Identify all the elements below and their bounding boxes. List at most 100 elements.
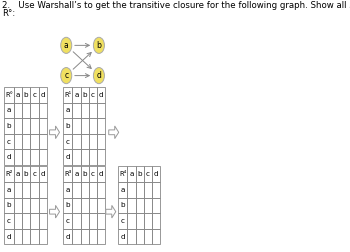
Bar xyxy=(72,166,80,182)
Bar xyxy=(97,166,105,182)
Bar xyxy=(38,229,47,244)
Text: R°:: R°: xyxy=(2,9,15,18)
Text: R°: R° xyxy=(5,92,13,98)
Bar xyxy=(30,103,38,118)
Bar xyxy=(89,103,97,118)
Bar xyxy=(22,149,30,165)
Bar xyxy=(89,182,97,198)
Text: R²: R² xyxy=(5,171,13,177)
Text: b: b xyxy=(120,202,125,208)
Text: d: d xyxy=(99,92,104,98)
Text: b: b xyxy=(65,202,70,208)
Polygon shape xyxy=(50,126,60,139)
Bar xyxy=(118,166,127,182)
Bar xyxy=(22,182,30,198)
Bar xyxy=(80,182,89,198)
Bar xyxy=(22,118,30,134)
Text: b: b xyxy=(24,171,28,177)
Bar xyxy=(4,182,14,198)
Bar xyxy=(89,118,97,134)
Text: c: c xyxy=(146,171,150,177)
Bar xyxy=(14,229,22,244)
Bar xyxy=(63,166,72,182)
Bar xyxy=(4,118,14,134)
Bar xyxy=(14,213,22,229)
Polygon shape xyxy=(50,205,60,218)
Bar xyxy=(80,149,89,165)
Text: a: a xyxy=(120,187,125,193)
Bar xyxy=(63,198,72,213)
Bar xyxy=(127,182,135,198)
Bar xyxy=(14,118,22,134)
Text: c: c xyxy=(91,171,95,177)
Circle shape xyxy=(61,68,72,84)
Bar xyxy=(38,87,47,103)
Bar xyxy=(72,229,80,244)
Text: b: b xyxy=(7,202,11,208)
Bar xyxy=(63,103,72,118)
Bar xyxy=(144,198,152,213)
Bar xyxy=(30,198,38,213)
Bar xyxy=(72,149,80,165)
Bar xyxy=(38,134,47,149)
Bar xyxy=(22,134,30,149)
Bar xyxy=(72,103,80,118)
Text: b: b xyxy=(24,92,28,98)
Text: d: d xyxy=(40,92,45,98)
Bar xyxy=(80,229,89,244)
Bar xyxy=(127,229,135,244)
Text: a: a xyxy=(65,107,70,113)
Text: a: a xyxy=(16,171,20,177)
Bar xyxy=(118,229,127,244)
Text: c: c xyxy=(33,171,36,177)
Bar xyxy=(4,149,14,165)
Bar xyxy=(38,213,47,229)
Bar xyxy=(118,182,127,198)
Polygon shape xyxy=(109,126,119,139)
Text: R³: R³ xyxy=(64,171,71,177)
Text: d: d xyxy=(65,154,70,160)
Bar xyxy=(89,149,97,165)
Bar xyxy=(80,87,89,103)
Text: a: a xyxy=(74,171,78,177)
Text: c: c xyxy=(64,71,68,80)
Bar xyxy=(30,134,38,149)
Text: c: c xyxy=(7,218,11,224)
Bar xyxy=(14,149,22,165)
Bar xyxy=(97,213,105,229)
Text: a: a xyxy=(7,187,11,193)
Circle shape xyxy=(93,37,104,53)
Bar xyxy=(72,134,80,149)
Circle shape xyxy=(93,68,104,84)
Bar xyxy=(89,213,97,229)
Bar xyxy=(4,213,14,229)
Bar xyxy=(97,149,105,165)
Bar xyxy=(80,103,89,118)
Bar xyxy=(30,182,38,198)
Bar xyxy=(30,213,38,229)
Bar xyxy=(135,213,144,229)
Text: b: b xyxy=(65,123,70,129)
Bar xyxy=(4,134,14,149)
Bar xyxy=(152,198,160,213)
Bar xyxy=(152,229,160,244)
Bar xyxy=(80,166,89,182)
Bar xyxy=(118,213,127,229)
Bar xyxy=(30,118,38,134)
Bar xyxy=(72,213,80,229)
Text: c: c xyxy=(7,139,11,145)
Bar xyxy=(152,182,160,198)
Bar xyxy=(80,134,89,149)
Bar xyxy=(97,103,105,118)
Text: d: d xyxy=(7,154,11,160)
Text: d: d xyxy=(40,171,45,177)
Bar xyxy=(127,198,135,213)
Bar xyxy=(97,229,105,244)
Bar xyxy=(80,213,89,229)
Text: c: c xyxy=(33,92,36,98)
Bar xyxy=(22,229,30,244)
Bar xyxy=(14,134,22,149)
Bar xyxy=(97,198,105,213)
Bar xyxy=(38,149,47,165)
Bar xyxy=(14,182,22,198)
